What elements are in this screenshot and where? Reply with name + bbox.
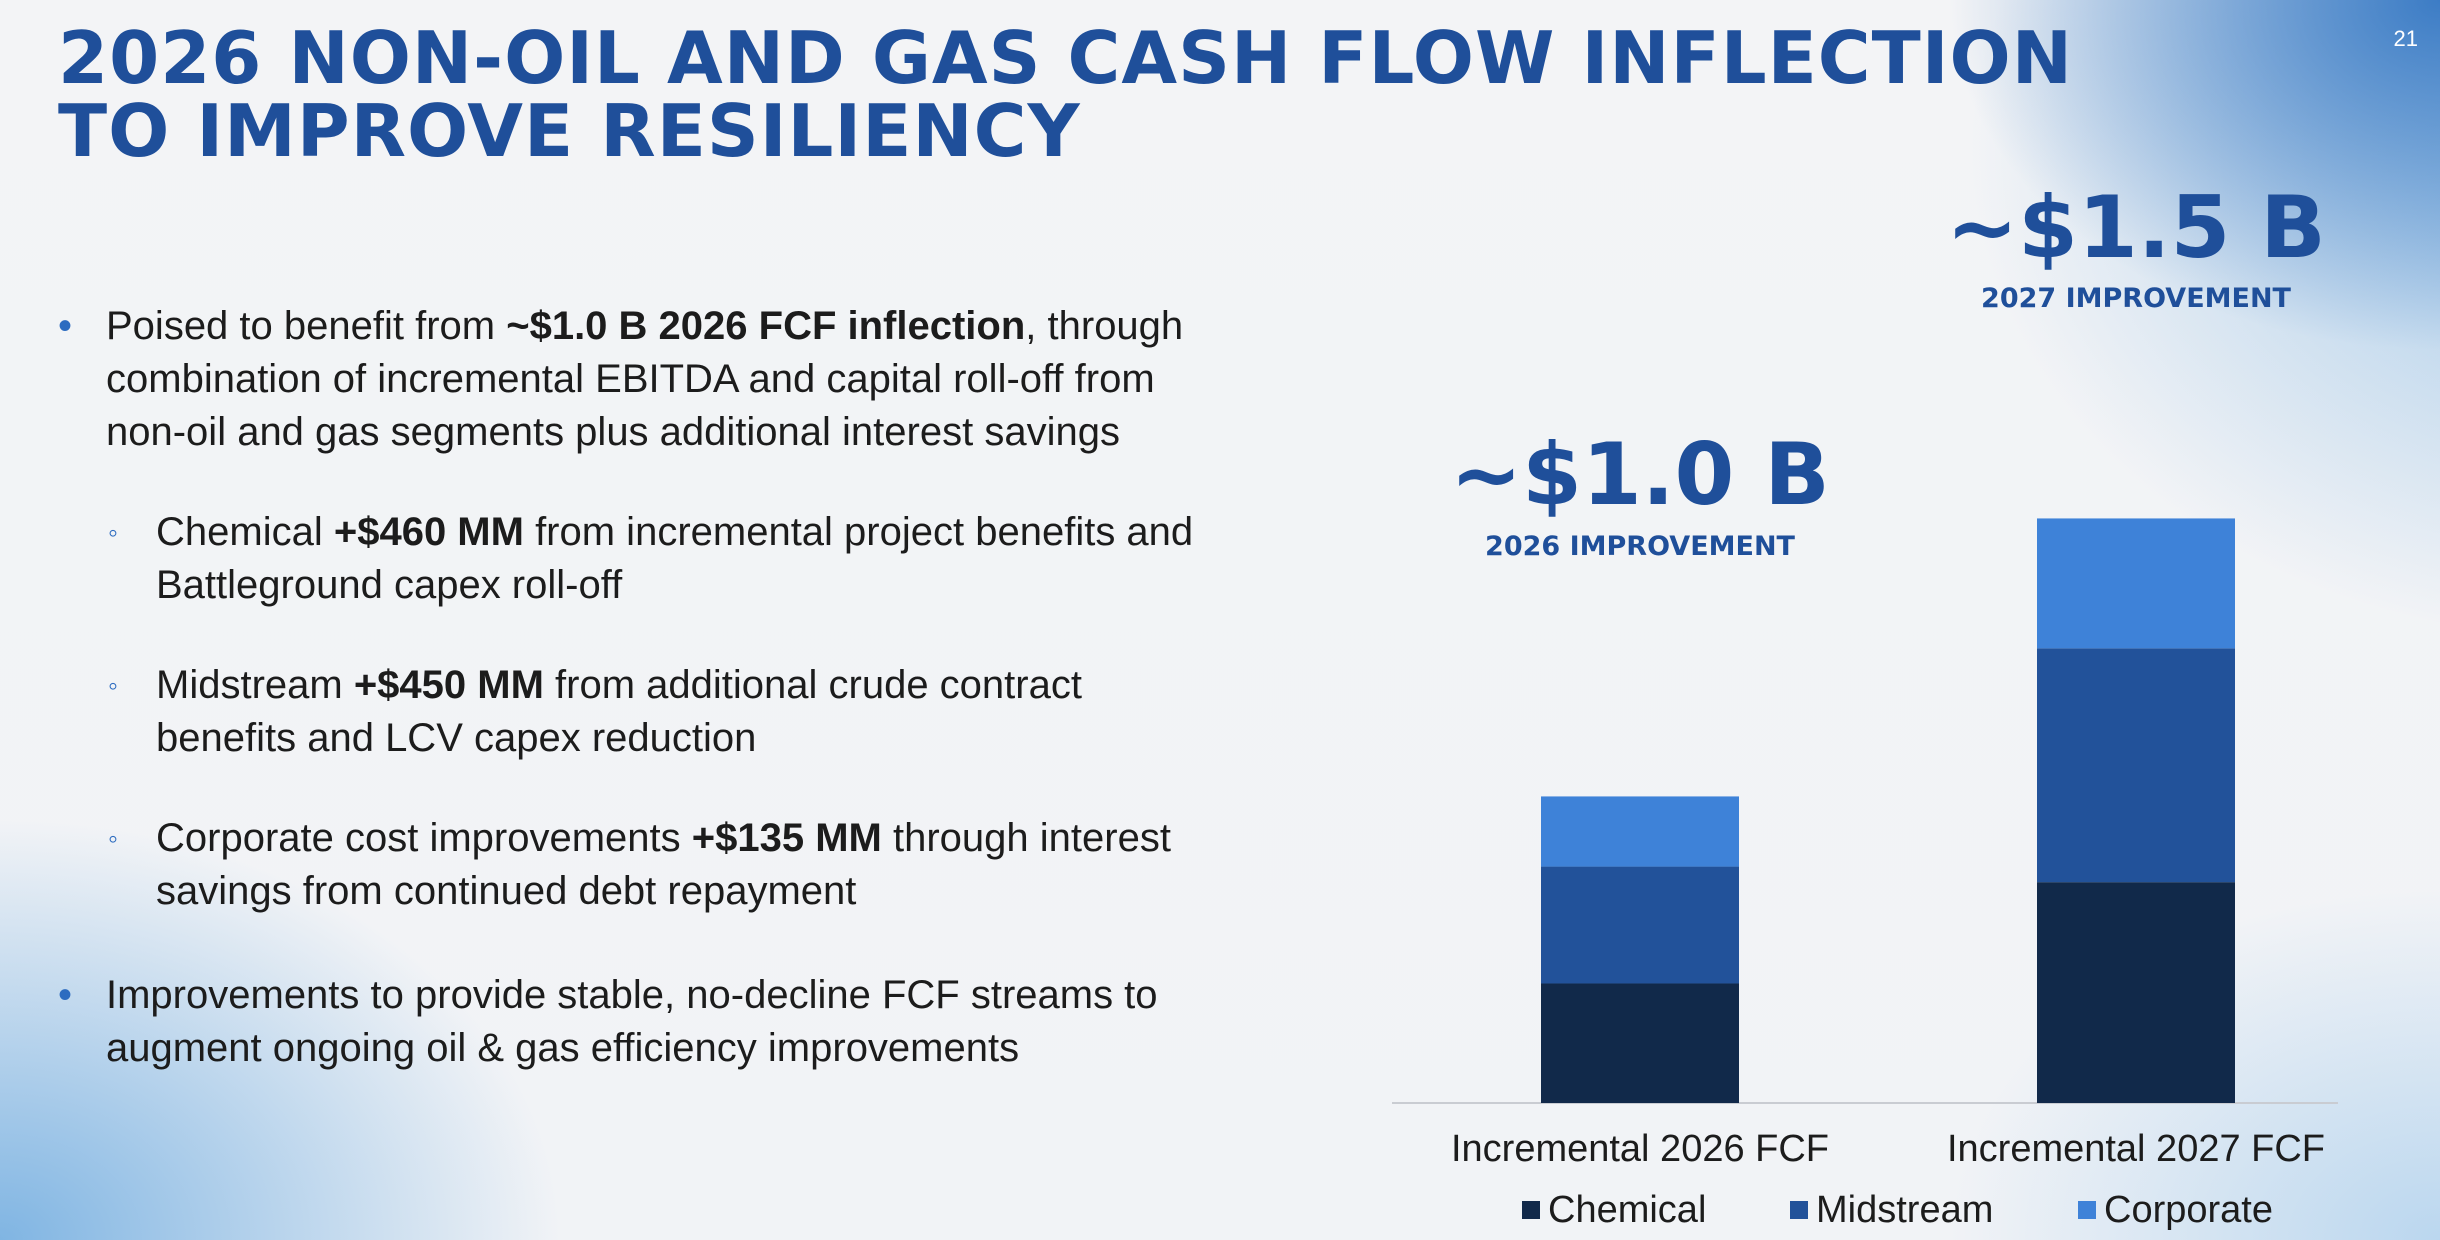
bullet-line: benefits and LCV capex reduction [156,716,757,760]
bar-segment-chemical [2037,882,2235,1103]
bullet-line: Improvements to provide stable, no-decli… [106,973,1158,1017]
bar-segment-corporate [2037,518,2235,649]
bar-total-sublabel: 2027 IMPROVEMENT [1981,283,2291,314]
slide-title: 2026 NON-OIL AND GAS CASH FLOW INFLECTIO… [58,22,2073,168]
sub-bullet-text: Chemical +$460 MM from incremental proje… [156,506,1193,612]
bullet-line: non-oil and gas segments plus additional… [106,410,1120,454]
bullet-emphasis: +$450 MM [353,663,544,707]
bullet-line: savings from continued debt repayment [156,869,857,913]
bar-segment-chemical [1541,983,1739,1103]
legend-label: Chemical [1548,1188,1707,1231]
bar-total-label: ~$1.5 B [1946,178,2326,278]
legend-item-chemical: Chemical [1522,1188,1706,1232]
bullet-dot-icon: • [58,973,73,1017]
legend-swatch [1522,1201,1540,1219]
sub-bullet-circle-icon: ◦ [108,823,118,854]
bar-segment-midstream [2037,648,2235,883]
bullet-line: Poised to benefit from ~$1.0 B 2026 FCF … [106,304,1184,348]
bullet-line: augment ongoing oil & gas efficiency imp… [106,1026,1020,1070]
bar-total-sublabel: 2026 IMPROVEMENT [1485,531,1795,562]
bullet-emphasis: +$135 MM [691,816,882,860]
bullet-emphasis: +$460 MM [333,510,524,554]
legend-item-corporate: Corporate [2078,1188,2273,1232]
legend-label: Midstream [1816,1188,1994,1231]
bullet-line: Chemical +$460 MM from incremental proje… [156,510,1194,554]
bullet-line: Battleground capex roll-off [156,563,623,607]
bullet-dot-icon: • [58,304,73,348]
sub-bullet-circle-icon: ◦ [108,517,118,548]
bullet-emphasis: ~$1.0 B 2026 FCF inflection [506,304,1026,348]
legend-item-midstream: Midstream [1790,1188,1993,1232]
sub-bullet-text: Midstream +$450 MM from additional crude… [156,659,1082,765]
bar-segment-midstream [1541,866,1739,984]
sub-bullet-text: Corporate cost improvements +$135 MM thr… [156,812,1171,918]
slide-title-line-2: TO IMPROVE RESILIENCY [58,89,1081,173]
bullet-text: Improvements to provide stable, no-decli… [106,969,1158,1075]
sub-bullet-circle-icon: ◦ [108,670,118,701]
bullet-line: Corporate cost improvements +$135 MM thr… [156,816,1171,860]
page-number: 21 [2393,26,2418,51]
x-tick-label: Incremental 2026 FCF [1450,1128,1830,1170]
legend-swatch [1790,1201,1808,1219]
bullet-line: Midstream +$450 MM from additional crude… [156,663,1082,707]
bullet-text: Poised to benefit from ~$1.0 B 2026 FCF … [106,300,1183,459]
bar-total-label: ~$1.0 B [1450,425,1830,525]
legend-label: Corporate [2104,1188,2273,1231]
bullet-line: combination of incremental EBITDA and ca… [106,357,1155,401]
bar-segment-corporate [1541,796,1739,867]
slide-title-line-1: 2026 NON-OIL AND GAS CASH FLOW INFLECTIO… [58,16,2073,100]
x-tick-label: Incremental 2027 FCF [1946,1128,2326,1170]
legend-swatch [2078,1201,2096,1219]
